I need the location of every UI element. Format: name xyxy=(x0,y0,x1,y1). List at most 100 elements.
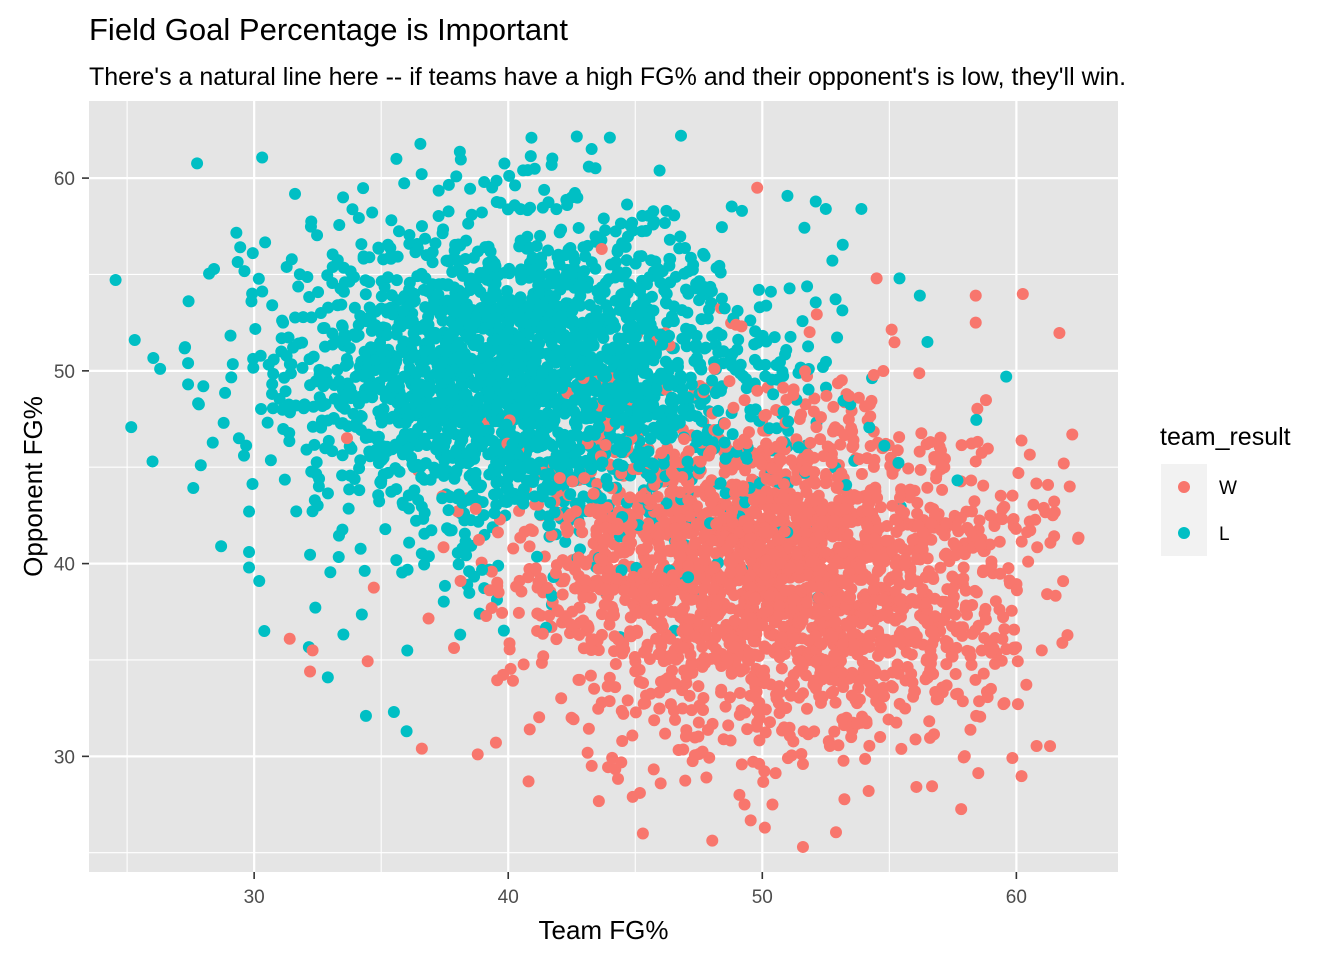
point-w xyxy=(573,629,585,641)
point-w xyxy=(854,563,866,575)
point-l xyxy=(182,378,194,390)
point-l xyxy=(418,284,430,296)
point-w xyxy=(744,532,756,544)
x-axis-label: Team FG% xyxy=(538,915,668,945)
point-l xyxy=(681,307,693,319)
point-w xyxy=(784,688,796,700)
point-l xyxy=(561,343,573,355)
point-l xyxy=(285,367,297,379)
point-l xyxy=(315,422,327,434)
point-w xyxy=(611,573,623,585)
point-w xyxy=(1042,479,1054,491)
point-l xyxy=(219,387,231,399)
point-w xyxy=(739,394,751,406)
point-w xyxy=(794,413,806,425)
point-l xyxy=(627,378,639,390)
point-w xyxy=(582,747,594,759)
point-l xyxy=(225,330,237,342)
point-l xyxy=(197,380,209,392)
point-l xyxy=(921,336,933,348)
point-w xyxy=(878,690,890,702)
point-l xyxy=(531,551,543,563)
point-l xyxy=(444,525,456,537)
point-w xyxy=(307,644,319,656)
point-l xyxy=(414,138,426,150)
point-l xyxy=(826,255,838,267)
point-l xyxy=(780,344,792,356)
point-l xyxy=(398,371,410,383)
point-w xyxy=(588,488,600,500)
point-l xyxy=(255,350,267,362)
point-l xyxy=(716,293,728,305)
point-w xyxy=(887,468,899,480)
point-l xyxy=(470,381,482,393)
point-w xyxy=(507,542,519,554)
point-w xyxy=(624,629,636,641)
point-l xyxy=(364,450,376,462)
point-w xyxy=(813,592,825,604)
point-w xyxy=(906,649,918,661)
point-l xyxy=(417,417,429,429)
point-w xyxy=(1050,590,1062,602)
point-l xyxy=(267,368,279,380)
point-w xyxy=(886,324,898,336)
point-w xyxy=(915,427,927,439)
point-w xyxy=(1030,477,1042,489)
point-w xyxy=(743,647,755,659)
point-l xyxy=(359,368,371,380)
point-l xyxy=(646,291,658,303)
point-l xyxy=(793,441,805,453)
point-l xyxy=(443,179,455,191)
point-l xyxy=(376,346,388,358)
point-l xyxy=(570,358,582,370)
point-l xyxy=(760,300,772,312)
point-w xyxy=(893,431,905,443)
point-w xyxy=(524,723,536,735)
point-w xyxy=(584,505,596,517)
point-w xyxy=(977,480,989,492)
point-w xyxy=(670,456,682,468)
point-w xyxy=(523,775,535,787)
point-l xyxy=(679,242,691,254)
point-l xyxy=(831,332,843,344)
point-w xyxy=(564,618,576,630)
point-w xyxy=(964,650,976,662)
point-l xyxy=(256,286,268,298)
point-l xyxy=(485,246,497,258)
point-w xyxy=(739,547,751,559)
point-l xyxy=(505,345,517,357)
point-w xyxy=(1012,698,1024,710)
point-l xyxy=(970,414,982,426)
point-l xyxy=(498,625,510,637)
point-l xyxy=(567,249,579,261)
point-w xyxy=(877,633,889,645)
point-w xyxy=(883,713,895,725)
point-w xyxy=(827,530,839,542)
point-l xyxy=(542,519,554,531)
point-l xyxy=(660,205,672,217)
point-w xyxy=(741,723,753,735)
point-w xyxy=(1073,532,1085,544)
point-w xyxy=(554,472,566,484)
point-l xyxy=(666,429,678,441)
y-axis-tick-label: 30 xyxy=(54,747,75,768)
point-l xyxy=(353,212,365,224)
point-w xyxy=(836,577,848,589)
point-l xyxy=(620,437,632,449)
point-l xyxy=(483,469,495,481)
point-w xyxy=(603,619,615,631)
point-w xyxy=(784,676,796,688)
point-l xyxy=(597,393,609,405)
point-l xyxy=(418,558,430,570)
point-l xyxy=(650,383,662,395)
point-l xyxy=(544,268,556,280)
point-w xyxy=(838,546,850,558)
point-w xyxy=(760,554,772,566)
point-l xyxy=(472,516,484,528)
point-l xyxy=(691,330,703,342)
point-w xyxy=(960,585,972,597)
point-l xyxy=(443,367,455,379)
point-w xyxy=(537,628,549,640)
point-l xyxy=(782,415,794,427)
